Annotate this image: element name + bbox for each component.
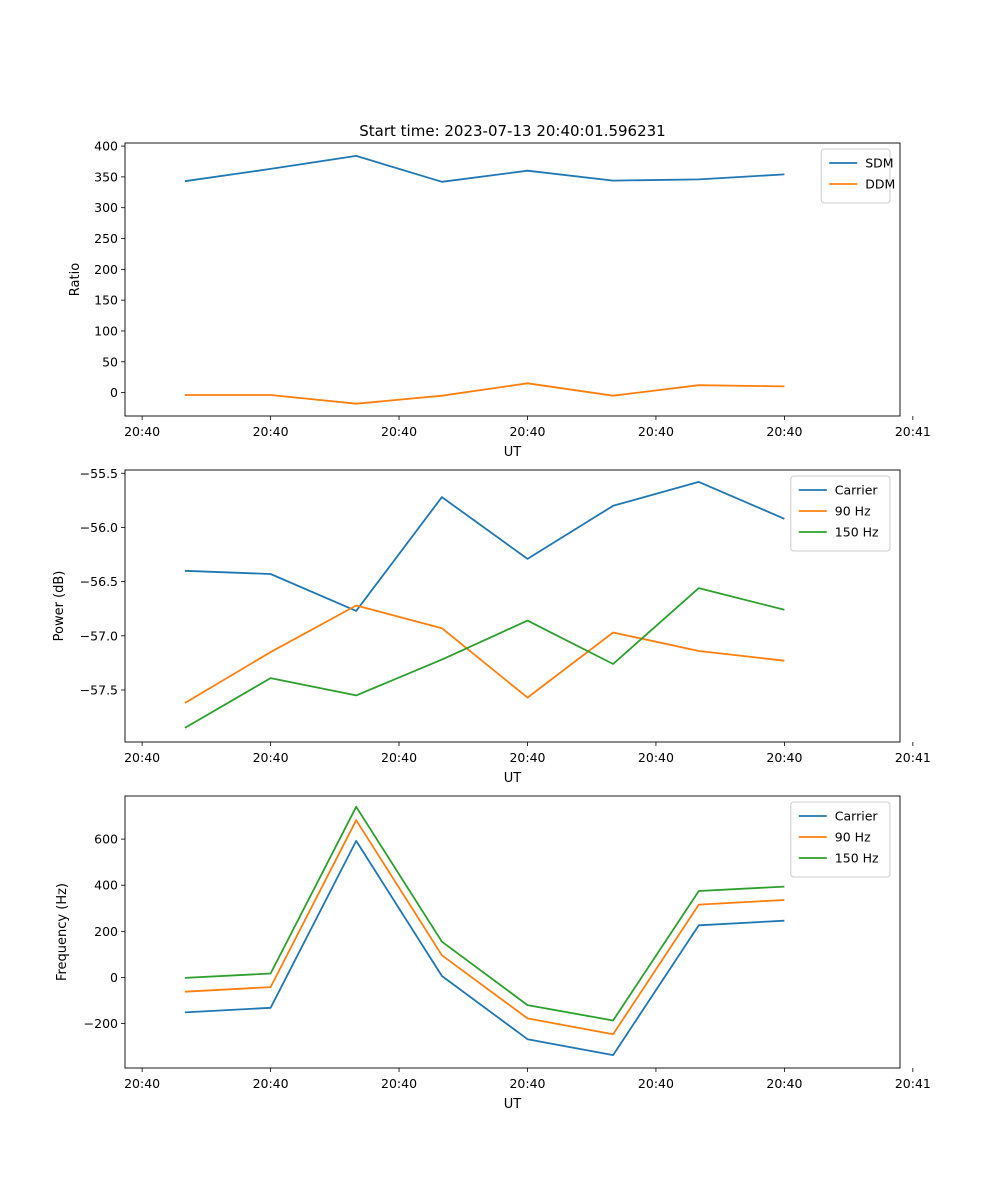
power-xtick-label: 20:40 — [124, 750, 160, 765]
frequency-ytick-label: 0 — [110, 970, 118, 985]
ratio-panel: 0 50 100 150 200 250 300 350 400 20:40 20:40 20:40 2… — [68, 139, 931, 460]
frequency-ytick-label: −200 — [84, 1016, 118, 1031]
ratio-legend: SDM DDM — [820, 148, 895, 204]
ratio-ytick-label: 0 — [110, 385, 118, 400]
frequency-ytick-label: 200 — [94, 924, 118, 939]
ratio-xtick-label: 20:40 — [638, 424, 674, 439]
legend-label: Carrier — [835, 483, 879, 498]
power-ytick-label: −57.5 — [80, 682, 118, 697]
ratio-ytick-label: 400 — [94, 139, 118, 154]
ratio-xtick-label: 20:40 — [381, 424, 417, 439]
ratio-ytick-label: 50 — [102, 354, 118, 369]
legend-label: 90 Hz — [835, 830, 871, 845]
ratio-xtick-label: 20:40 — [509, 424, 545, 439]
power-panel: −57.5 −57.0 −56.5 −56.0 −55.5 20:40 20:40 20:40… — [52, 466, 931, 786]
figure-title: Start time: 2023-07-13 20:40:01.596231 — [359, 122, 665, 140]
frequency-xtick-label: 20:40 — [381, 1076, 417, 1091]
ratio-ytick-label: 300 — [94, 200, 118, 215]
legend-label: SDM — [865, 156, 893, 171]
frequency-axes-frame — [124, 795, 901, 1069]
frequency-ylabel: Frequency (Hz) — [55, 883, 70, 981]
ratio-series-ddm — [184, 382, 785, 405]
power-xtick-label: 20:40 — [381, 750, 417, 765]
ratio-xtick-label: 20:40 — [253, 424, 289, 439]
power-xtick-label: 20:41 — [895, 750, 931, 765]
ratio-ytick-label: 350 — [94, 169, 118, 184]
legend-label: 150 Hz — [835, 525, 879, 540]
frequency-xtick-label: 20:40 — [638, 1076, 674, 1091]
frequency-legend: Carrier 90 Hz 150 Hz — [790, 801, 891, 878]
power-xtick-label: 20:40 — [638, 750, 674, 765]
power-series-90-hz — [184, 604, 785, 704]
power-xtick-label: 20:40 — [509, 750, 545, 765]
frequency-series-90-hz — [184, 819, 785, 1036]
frequency-series-carrier — [184, 840, 785, 1056]
ratio-ytick-label: 100 — [94, 323, 118, 338]
power-xtick-label: 20:40 — [766, 750, 802, 765]
ratio-ytick-label: 250 — [94, 231, 118, 246]
frequency-series-150-hz — [184, 805, 785, 1022]
frequency-ytick-label: 600 — [94, 832, 118, 847]
ratio-series-sdm — [184, 154, 785, 183]
power-ytick-label: −55.5 — [80, 466, 118, 481]
legend-label: DDM — [865, 177, 895, 192]
ratio-axes-frame — [124, 142, 901, 417]
frequency-xtick-label: 20:40 — [509, 1076, 545, 1091]
legend-label: Carrier — [835, 809, 879, 824]
ratio-xlabel: UT — [504, 445, 522, 460]
power-xlabel: UT — [504, 771, 522, 786]
ratio-xtick-label: 20:40 — [124, 424, 160, 439]
power-ytick-label: −56.0 — [80, 520, 118, 535]
frequency-xtick-label: 20:40 — [253, 1076, 289, 1091]
legend-label: 90 Hz — [835, 504, 871, 519]
power-ylabel: Power (dB) — [52, 571, 67, 642]
power-axes-frame — [124, 469, 901, 743]
legend-label: 150 Hz — [835, 851, 879, 866]
frequency-ytick-label: 400 — [94, 878, 118, 893]
power-series-carrier — [184, 480, 785, 612]
ratio-ytick-label: 200 — [94, 262, 118, 277]
ratio-ylabel: Ratio — [68, 263, 83, 296]
frequency-xtick-label: 20:40 — [124, 1076, 160, 1091]
power-xtick-label: 20:40 — [253, 750, 289, 765]
frequency-xtick-label: 20:41 — [895, 1076, 931, 1091]
frequency-xlabel: UT — [504, 1097, 522, 1112]
power-legend: Carrier 90 Hz 150 Hz — [790, 475, 891, 552]
frequency-xtick-label: 20:40 — [766, 1076, 802, 1091]
power-ytick-label: −57.0 — [80, 628, 118, 643]
power-series-150-hz — [184, 587, 785, 729]
power-ytick-label: −56.5 — [80, 574, 118, 589]
ratio-ytick-label: 150 — [94, 293, 118, 308]
ratio-xtick-label: 20:40 — [766, 424, 802, 439]
ratio-xtick-label: 20:41 — [895, 424, 931, 439]
frequency-panel: −200 0 200 400 600 20:40 20:40 20:40 20:40 20:40 2… — [55, 795, 931, 1112]
